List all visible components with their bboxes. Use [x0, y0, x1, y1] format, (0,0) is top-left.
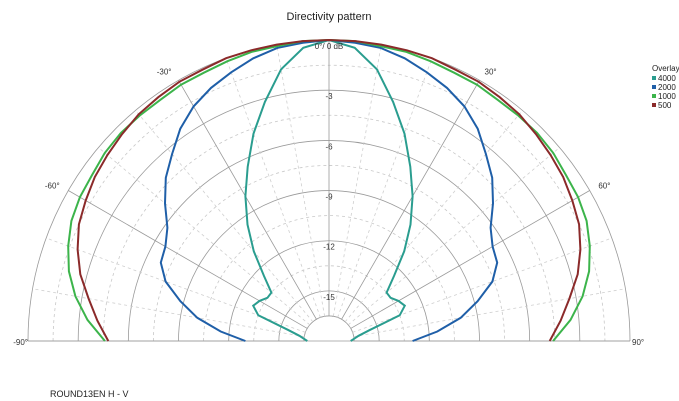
ring-label: -12	[323, 243, 335, 252]
legend-item-500: 500	[658, 101, 672, 110]
legend-swatch-2000	[652, 85, 656, 89]
grid-spoke-minor	[225, 58, 321, 318]
grid-spoke-minor	[347, 147, 560, 326]
legend-swatch-4000	[652, 76, 656, 80]
angle-label: 60°	[598, 182, 610, 191]
axis-labels: 0°/ 0 dB -3 -6 -9 -12 -15 -90° -60° -30° 30° 60° 90…	[13, 42, 644, 347]
legend-item-4000: 4000	[658, 74, 676, 83]
grid-spoke-minor	[352, 237, 612, 333]
legend-item-1000: 1000	[658, 92, 676, 101]
grid-spoke-major	[178, 80, 317, 320]
angle-label: 30°	[485, 68, 497, 77]
grid-spoke-minor	[46, 237, 306, 333]
angle-label: -90°	[13, 338, 28, 347]
polar-grid	[27, 39, 631, 342]
ring-label: 0°/ 0 dB	[315, 42, 344, 51]
ring-label: -3	[325, 92, 333, 101]
ring-label: -6	[325, 142, 333, 151]
chart-title: Directivity pattern	[287, 11, 372, 23]
grid-spoke-minor	[98, 147, 311, 326]
grid-spoke-major	[68, 190, 308, 329]
grid-spoke-minor	[135, 110, 314, 323]
ring-label: -15	[323, 293, 335, 302]
series-line-500	[76, 38, 582, 342]
legend-swatch-500	[652, 103, 656, 107]
grid-ring-inner	[303, 315, 355, 342]
legend-title: Overlay	[652, 64, 679, 73]
legend-item-2000: 2000	[658, 83, 676, 92]
grid-spoke-minor	[32, 288, 305, 338]
grid-spoke-minor	[353, 288, 626, 338]
angle-label: -30°	[157, 68, 172, 77]
angle-label: -60°	[45, 182, 60, 191]
grid-spoke-minor	[344, 110, 523, 323]
grid-spoke-minor	[332, 44, 382, 317]
grid-spoke-major	[350, 190, 590, 329]
grid-spoke-major	[341, 80, 480, 320]
grid-spoke-minor	[337, 58, 433, 318]
chart-caption: ROUND13EN H - V	[50, 389, 129, 399]
series-group	[67, 38, 591, 342]
ring-label: -9	[325, 193, 333, 202]
legend-swatch-1000	[652, 94, 656, 98]
grid-ring-minor	[153, 165, 505, 342]
angle-label: 90°	[632, 338, 644, 347]
grid-spoke-minor	[276, 44, 326, 317]
